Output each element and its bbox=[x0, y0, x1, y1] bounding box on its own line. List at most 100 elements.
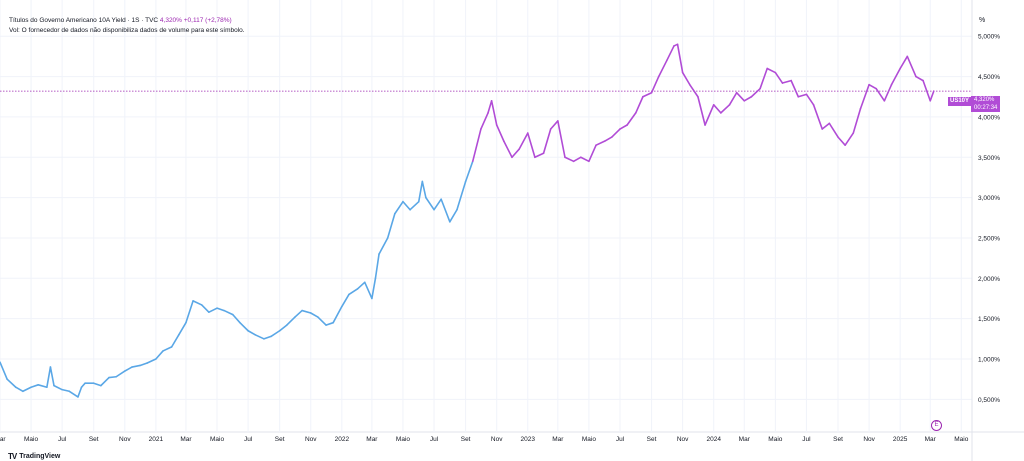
series-segment bbox=[309, 312, 319, 318]
tradingview-logo[interactable]: TV TradingView bbox=[8, 452, 60, 461]
y-tick-label: 3,500% bbox=[978, 155, 1000, 162]
series-segment bbox=[363, 281, 373, 300]
series-segment bbox=[278, 324, 288, 332]
series-segment bbox=[495, 124, 505, 142]
x-tick-label: Mar bbox=[552, 436, 564, 443]
series-segment bbox=[774, 71, 784, 84]
series-segment bbox=[890, 67, 901, 86]
x-tick-label: Jul bbox=[58, 436, 67, 443]
series-segment bbox=[317, 316, 327, 326]
series-segment bbox=[650, 75, 660, 94]
series-segment bbox=[239, 321, 249, 332]
series-segment bbox=[216, 307, 225, 312]
series-segment bbox=[471, 128, 482, 163]
series-segment bbox=[720, 104, 731, 114]
x-tick-label: Mar bbox=[739, 436, 751, 443]
y-tick-label: 0,500% bbox=[978, 397, 1000, 404]
series-segment bbox=[68, 390, 79, 398]
tradingview-name: TradingView bbox=[19, 453, 61, 460]
series-segment bbox=[131, 364, 141, 368]
series-segment bbox=[511, 148, 520, 159]
series-segment bbox=[805, 93, 815, 106]
y-tick-label: 2,000% bbox=[978, 276, 1000, 283]
series-segment bbox=[386, 212, 396, 239]
series-segment bbox=[868, 83, 878, 90]
x-axis-ticks: Mar Maio Jul Set Nov 2021 Mar Maio Jul Set Nov 2022… bbox=[0, 436, 969, 443]
x-tick-label: Mar bbox=[180, 436, 192, 443]
y-tick-label: 2,500% bbox=[978, 235, 1000, 242]
series-segment bbox=[30, 384, 40, 389]
x-tick-label: Maio bbox=[582, 436, 596, 443]
series-segment bbox=[263, 335, 272, 340]
x-tick-label: Nov bbox=[863, 436, 875, 443]
series-segment bbox=[270, 329, 281, 338]
series-segment bbox=[518, 132, 529, 151]
series-segment bbox=[162, 346, 173, 352]
event-marker-icon[interactable]: E bbox=[931, 420, 942, 431]
series-segment bbox=[837, 136, 846, 146]
series-segment bbox=[572, 156, 582, 163]
series-segment bbox=[790, 79, 800, 98]
series-segment bbox=[490, 99, 498, 126]
series-segment bbox=[301, 309, 312, 314]
series-segment bbox=[185, 300, 194, 324]
series-segment bbox=[852, 108, 862, 134]
x-tick-label: 2022 bbox=[335, 436, 350, 443]
series-segment bbox=[402, 200, 411, 211]
x-tick-label: Mar bbox=[925, 436, 937, 443]
yield-series bbox=[0, 43, 935, 398]
y-tick-label: 5,000% bbox=[978, 34, 1000, 41]
scale-unit-button[interactable]: % bbox=[979, 17, 986, 24]
series-segment bbox=[681, 71, 691, 86]
series-segment bbox=[22, 386, 32, 393]
legend-change: +0,117 (+2,78%) bbox=[183, 17, 232, 24]
series-segment bbox=[666, 45, 675, 62]
series-segment bbox=[828, 122, 839, 138]
y-tick-label: 3,000% bbox=[978, 195, 1000, 202]
series-segment bbox=[192, 300, 203, 306]
series-segment bbox=[80, 382, 86, 389]
series-segment bbox=[697, 95, 706, 126]
series-segment bbox=[378, 237, 389, 255]
price-tag-value-box: 4,320% 00:27:34 bbox=[971, 96, 1001, 112]
x-tick-label: Set bbox=[275, 436, 285, 443]
price-tag-countdown: 00:27:34 bbox=[974, 105, 998, 111]
series-segment bbox=[704, 104, 715, 126]
series-segment bbox=[254, 333, 265, 340]
series-segment bbox=[425, 196, 435, 211]
price-tag-symbol: US10Y bbox=[948, 97, 972, 106]
series-segment bbox=[208, 307, 218, 313]
series-segment bbox=[735, 91, 746, 102]
series-segment bbox=[480, 112, 489, 130]
series-segment bbox=[155, 350, 164, 360]
series-segment bbox=[557, 120, 566, 159]
series-segment bbox=[759, 67, 769, 90]
series-segment bbox=[371, 277, 377, 300]
series-segment bbox=[77, 386, 83, 398]
series-segment bbox=[170, 333, 180, 348]
series-segment bbox=[619, 124, 628, 130]
series-segment bbox=[859, 83, 870, 110]
series-segment bbox=[821, 122, 831, 130]
series-segment bbox=[487, 99, 493, 114]
series-segment bbox=[61, 388, 71, 393]
series-segment bbox=[108, 375, 117, 379]
series-segment bbox=[200, 304, 210, 313]
x-tick-label: Nov bbox=[677, 436, 689, 443]
x-tick-label: Nov bbox=[305, 436, 317, 443]
series-segment bbox=[634, 95, 644, 114]
series-segment bbox=[37, 384, 48, 389]
series-segment bbox=[728, 91, 738, 106]
y-tick-label: 1,000% bbox=[978, 356, 1000, 363]
series-segment bbox=[421, 180, 427, 199]
x-tick-label: Nov bbox=[491, 436, 503, 443]
series-segment bbox=[781, 79, 792, 84]
x-tick-label: Mar bbox=[366, 436, 378, 443]
series-segment bbox=[676, 43, 684, 74]
symbol-title[interactable]: Títulos do Governo Americano 10A Yield ·… bbox=[9, 17, 159, 24]
series-segment bbox=[124, 366, 133, 372]
series-segment bbox=[146, 358, 157, 364]
series-segment bbox=[356, 281, 366, 290]
series-segment bbox=[178, 321, 187, 336]
